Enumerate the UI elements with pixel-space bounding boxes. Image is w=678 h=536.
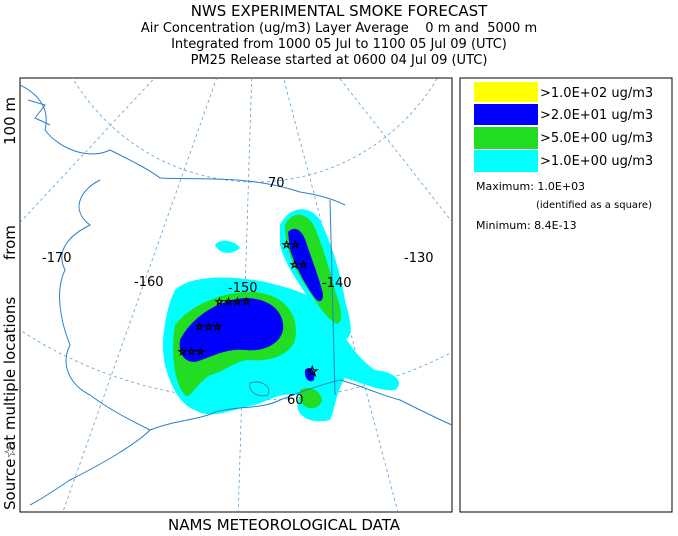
latitude-label: 60 — [287, 393, 304, 408]
legend-swatch — [474, 82, 538, 102]
source-marker: ☆☆ — [282, 240, 300, 251]
longitude-label: -170 — [42, 251, 72, 266]
smoke — [163, 209, 399, 422]
subtitle: PM25 Release started at 0600 04 Jul 09 (… — [191, 53, 488, 68]
legend-label: >5.0E+00 ug/m3 — [540, 131, 653, 146]
source-markers: ☆☆☆ ☆☆☆ ☆☆☆☆ ☆☆ ☆☆ ☆ — [178, 240, 319, 381]
smoke-area — [300, 388, 322, 409]
source-marker: ☆ — [306, 364, 319, 380]
legend: Maximum: 1.0E+03 (identified as a square… — [459, 77, 673, 513]
longitude-label: -150 — [228, 281, 258, 296]
side-label-part: 100 m — [1, 97, 19, 145]
smoke-max-square — [240, 310, 270, 335]
map: ☆☆☆ ☆☆☆ ☆☆☆☆ ☆☆ ☆☆ ☆ -170 -160 -150 -140… — [19, 77, 453, 513]
latitude-label: 70 — [268, 176, 285, 191]
coastline — [20, 84, 452, 506]
meridian — [62, 78, 218, 512]
source-marker: ☆☆☆ — [195, 322, 222, 333]
smoke-area — [304, 368, 315, 382]
side-label-part: at multiple locations — [1, 297, 19, 450]
meridian — [237, 78, 253, 512]
legend-swatch — [474, 150, 538, 172]
legend-swatch — [474, 127, 538, 149]
subtitle: Air Concentration (ug/m3) Layer Average … — [141, 21, 537, 36]
longitude-label: -130 — [404, 251, 434, 266]
subtitle: Integrated from 1000 05 Jul to 1100 05 J… — [171, 37, 507, 52]
footer: NAMS METEOROLOGICAL DATA — [168, 516, 401, 532]
longitude-label: -140 — [322, 276, 352, 291]
legend-label: >1.0E+02 ug/m3 — [540, 86, 653, 101]
legend-maximum-note: (identified as a square) — [536, 200, 652, 211]
side-label-part: from — [1, 225, 19, 260]
legend-minimum: Minimum: 8.4E-13 — [476, 219, 577, 232]
title: NWS EXPERIMENTAL SMOKE FORECAST — [191, 2, 488, 20]
side-label: Source☆ at multiple locations from 100 m — [1, 97, 19, 510]
side-label-part: Source☆ — [1, 445, 19, 510]
legend-label: >1.0E+00 ug/m3 — [540, 154, 653, 169]
longitude-label: -160 — [134, 275, 164, 290]
meridian — [338, 78, 452, 223]
smoke-area — [288, 228, 323, 302]
smoke-area — [215, 240, 240, 253]
source-marker: ☆☆☆ — [178, 347, 205, 358]
legend-maximum: Maximum: 1.0E+03 — [476, 180, 585, 193]
source-marker: ☆☆☆☆ — [215, 297, 251, 308]
legend-swatch — [474, 104, 538, 125]
source-marker: ☆☆ — [290, 260, 308, 271]
legend-label: >2.0E+01 ug/m3 — [540, 108, 653, 123]
